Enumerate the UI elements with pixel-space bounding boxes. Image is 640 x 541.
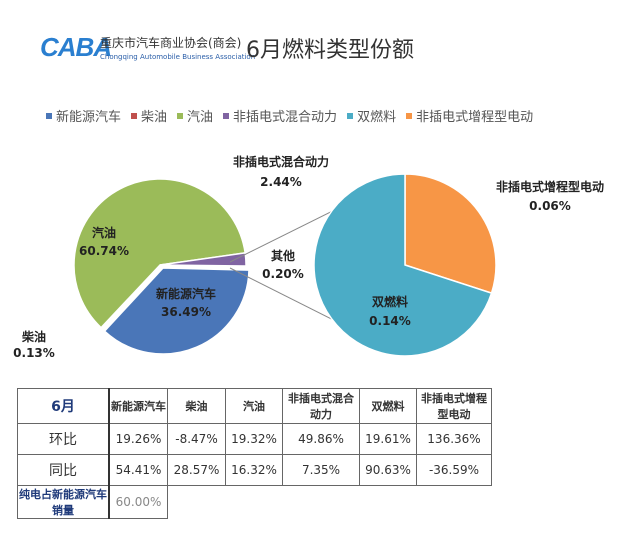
legend-swatch: [347, 112, 354, 119]
table-row: 同比 54.41% 28.57% 16.32% 7.35% 90.63% -36.59%: [17, 454, 492, 486]
org-name-en: Chongqing Automobile Business Associatio…: [100, 53, 256, 61]
legend-item: 新能源汽车: [46, 106, 121, 125]
legend-item: 汽油: [177, 106, 213, 125]
table-cell: 纯电占新能源汽车销量: [17, 485, 110, 519]
label-diesel: 柴油: [21, 329, 46, 344]
table-cell: 6月: [17, 388, 110, 424]
legend-label: 非插电式增程型电动: [416, 110, 534, 125]
page-title: 6月燃料类型份额: [246, 38, 414, 63]
table-cell: 49.86%: [282, 423, 360, 455]
legend-label: 汽油: [187, 110, 214, 125]
table-cell: 19.26%: [108, 423, 168, 455]
table-cell: 16.32%: [225, 454, 283, 486]
table-row: 环比 19.26% -8.47% 19.32% 49.86% 19.61% 136.36%: [17, 423, 492, 455]
value-nev: 36.49%: [161, 305, 211, 319]
legend-item: 非插电式增程型电动: [406, 106, 533, 125]
table-cell: 环比: [17, 423, 110, 455]
label-erev: 非插电式增程型电动: [496, 179, 604, 194]
secondary-slice-0: [313, 173, 493, 357]
value-other: 0.20%: [262, 267, 304, 281]
table-cell: 非插电式混合动力: [282, 388, 360, 424]
table-cell: 54.41%: [108, 454, 168, 486]
table-cell: 新能源汽车: [108, 388, 168, 424]
pie-slice-0: [103, 267, 250, 355]
legend-swatch: [177, 112, 184, 119]
label-nev: 新能源汽车: [156, 286, 216, 301]
legend-item: 双燃料: [347, 106, 396, 125]
table-cell: 汽油: [225, 388, 283, 424]
pie-slice-2: [73, 178, 246, 329]
legend-swatch: [46, 112, 52, 119]
legend-item: 柴油: [131, 106, 167, 125]
legend-label: 柴油: [141, 110, 168, 125]
label-hybrid: 非插电式混合动力: [233, 154, 329, 169]
pie-slice-3: [159, 252, 247, 267]
pie-of-pie-chart: 汽油 60.74% 新能源汽车 36.49% 柴油 0.13% 非插电式混合动力 2.44% 其…: [13, 154, 604, 360]
label-gasoline: 汽油: [92, 225, 116, 240]
org-name: 重庆市汽车商业协会(商会): [100, 36, 242, 50]
table-cell: 19.61%: [359, 423, 417, 455]
table-row: 纯电占新能源汽车销量 60.00%: [17, 485, 492, 519]
legend-label: 双燃料: [357, 110, 397, 125]
table-cell: 非插电式增程型电动: [416, 388, 492, 424]
table-cell: 柴油: [167, 388, 226, 424]
value-diesel: 0.13%: [13, 346, 55, 360]
legend-swatch: [223, 112, 230, 119]
value-erev: 0.06%: [529, 199, 571, 213]
legend-label: 新能源汽车: [56, 110, 122, 125]
table-row: 6月 新能源汽车 柴油 汽油 非插电式混合动力 双燃料 非插电式增程型电动: [17, 388, 492, 424]
chart-legend: 新能源汽车 柴油 汽油 非插电式混合动力 双燃料 非插电式增程型电动: [46, 106, 533, 125]
table-cell: 7.35%: [282, 454, 360, 486]
table-cell: 60.00%: [108, 485, 168, 519]
legend-label: 非插电式混合动力: [233, 110, 338, 125]
growth-table: 6月 新能源汽车 柴油 汽油 非插电式混合动力 双燃料 非插电式增程型电动 环比 19.26% -…: [17, 388, 492, 519]
table-cell: -8.47%: [167, 423, 226, 455]
label-dual-fuel: 双燃料: [372, 294, 408, 309]
caba-logo: CABA: [40, 32, 112, 62]
table-cell: 28.57%: [167, 454, 226, 486]
legend-item: 非插电式混合动力: [223, 106, 337, 125]
value-dual-fuel: 0.14%: [369, 314, 411, 328]
table-cell: -36.59%: [416, 454, 492, 486]
table-cell: 同比: [17, 454, 110, 486]
value-hybrid: 2.44%: [260, 175, 302, 189]
table-cell: 19.32%: [225, 423, 283, 455]
legend-swatch: [131, 112, 138, 119]
value-gasoline: 60.74%: [79, 244, 129, 258]
table-cell: 双燃料: [359, 388, 417, 424]
label-other: 其他: [271, 248, 295, 263]
secondary-slice-1: [404, 173, 497, 295]
table-cell: 136.36%: [416, 423, 492, 455]
table-cell: 90.63%: [359, 454, 417, 486]
legend-swatch: [406, 112, 413, 119]
